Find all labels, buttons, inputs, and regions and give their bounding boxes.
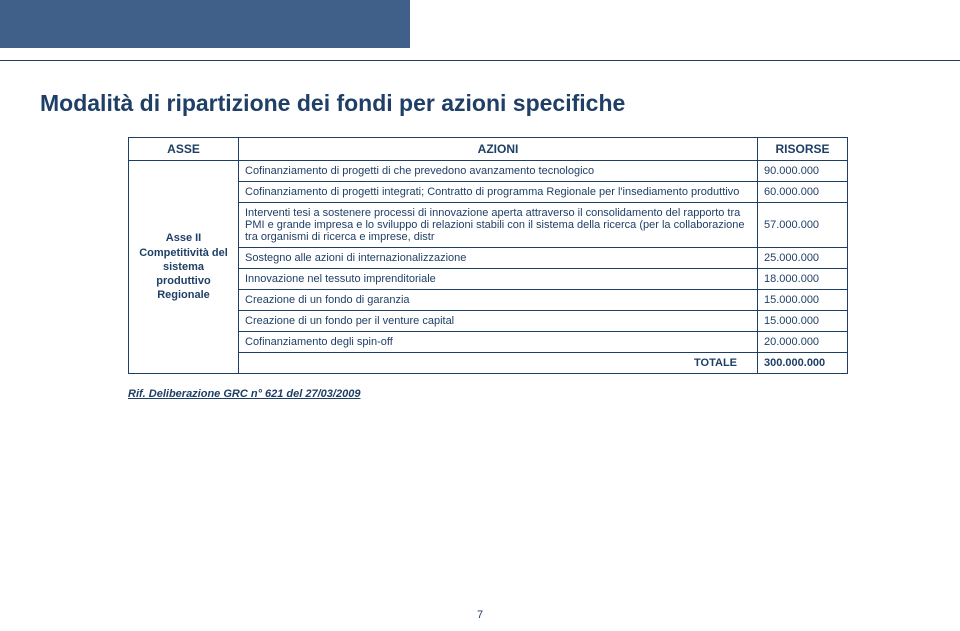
page-title: Modalità di ripartizione dei fondi per a… <box>40 90 920 117</box>
table-header-row: ASSE AZIONI RISORSE <box>129 138 848 161</box>
header-azioni: AZIONI <box>239 138 758 161</box>
risorse-cell: 25.000.000 <box>758 248 848 269</box>
risorse-cell: 15.000.000 <box>758 311 848 332</box>
risorse-cell: 57.000.000 <box>758 203 848 248</box>
table-row: Asse II Competitività del sistema produt… <box>129 161 848 182</box>
azioni-cell: Cofinanziamento degli spin-off <box>239 332 758 353</box>
azioni-cell: Sostegno alle azioni di internazionalizz… <box>239 248 758 269</box>
header-rule <box>0 60 960 61</box>
azioni-cell: Innovazione nel tessuto imprenditoriale <box>239 269 758 290</box>
risorse-cell: 90.000.000 <box>758 161 848 182</box>
total-label: TOTALE <box>239 353 758 374</box>
risorse-cell: 18.000.000 <box>758 269 848 290</box>
header-risorse: RISORSE <box>758 138 848 161</box>
azioni-cell: Creazione di un fondo di garanzia <box>239 290 758 311</box>
page-content: Modalità di ripartizione dei fondi per a… <box>40 90 920 400</box>
risorse-cell: 60.000.000 <box>758 182 848 203</box>
azioni-cell: Cofinanziamento di progetti integrati; C… <box>239 182 758 203</box>
page-number: 7 <box>0 609 960 621</box>
azioni-cell: Cofinanziamento di progetti di che preve… <box>239 161 758 182</box>
header-asse: ASSE <box>129 138 239 161</box>
funds-table: ASSE AZIONI RISORSE Asse II Competitivit… <box>128 137 848 374</box>
azioni-cell: Interventi tesi a sostenere processi di … <box>239 203 758 248</box>
reference-citation: Rif. Deliberazione GRC n° 621 del 27/03/… <box>128 388 920 400</box>
header-band <box>0 0 410 48</box>
total-value: 300.000.000 <box>758 353 848 374</box>
risorse-cell: 20.000.000 <box>758 332 848 353</box>
funds-table-wrap: ASSE AZIONI RISORSE Asse II Competitivit… <box>128 137 848 374</box>
asse-cell: Asse II Competitività del sistema produt… <box>129 161 239 374</box>
azioni-cell: Creazione di un fondo per il venture cap… <box>239 311 758 332</box>
risorse-cell: 15.000.000 <box>758 290 848 311</box>
